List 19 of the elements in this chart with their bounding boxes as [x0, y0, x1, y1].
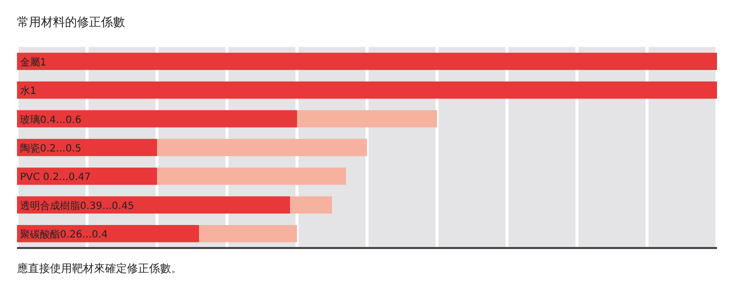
bar	[157, 168, 346, 185]
bar	[17, 52, 717, 70]
bar	[199, 225, 297, 242]
y-tick-label: 聚碳酸酯0.26...0.4	[20, 228, 108, 241]
bar	[290, 196, 332, 214]
bar	[17, 81, 717, 99]
y-tick-label: 水1	[20, 85, 36, 98]
y-tick-label: 陶瓷0.2...0.5	[20, 142, 82, 154]
bar	[17, 138, 157, 156]
bar	[297, 110, 437, 128]
bar	[17, 168, 157, 185]
y-tick-label: PVC 0.2...0.47	[20, 172, 91, 184]
bar	[17, 110, 297, 128]
bar	[157, 138, 367, 156]
y-tick-label: 透明合成樹脂0.39...0.45	[20, 200, 134, 212]
text: 應直接使用靶材來確定修正係數。	[17, 262, 182, 275]
y-tick-label: 金屬1	[20, 56, 46, 68]
y-tick-label: 玻璃0.4...0.6	[20, 114, 82, 126]
chart-title: 常用材料的修正係數	[17, 15, 125, 29]
